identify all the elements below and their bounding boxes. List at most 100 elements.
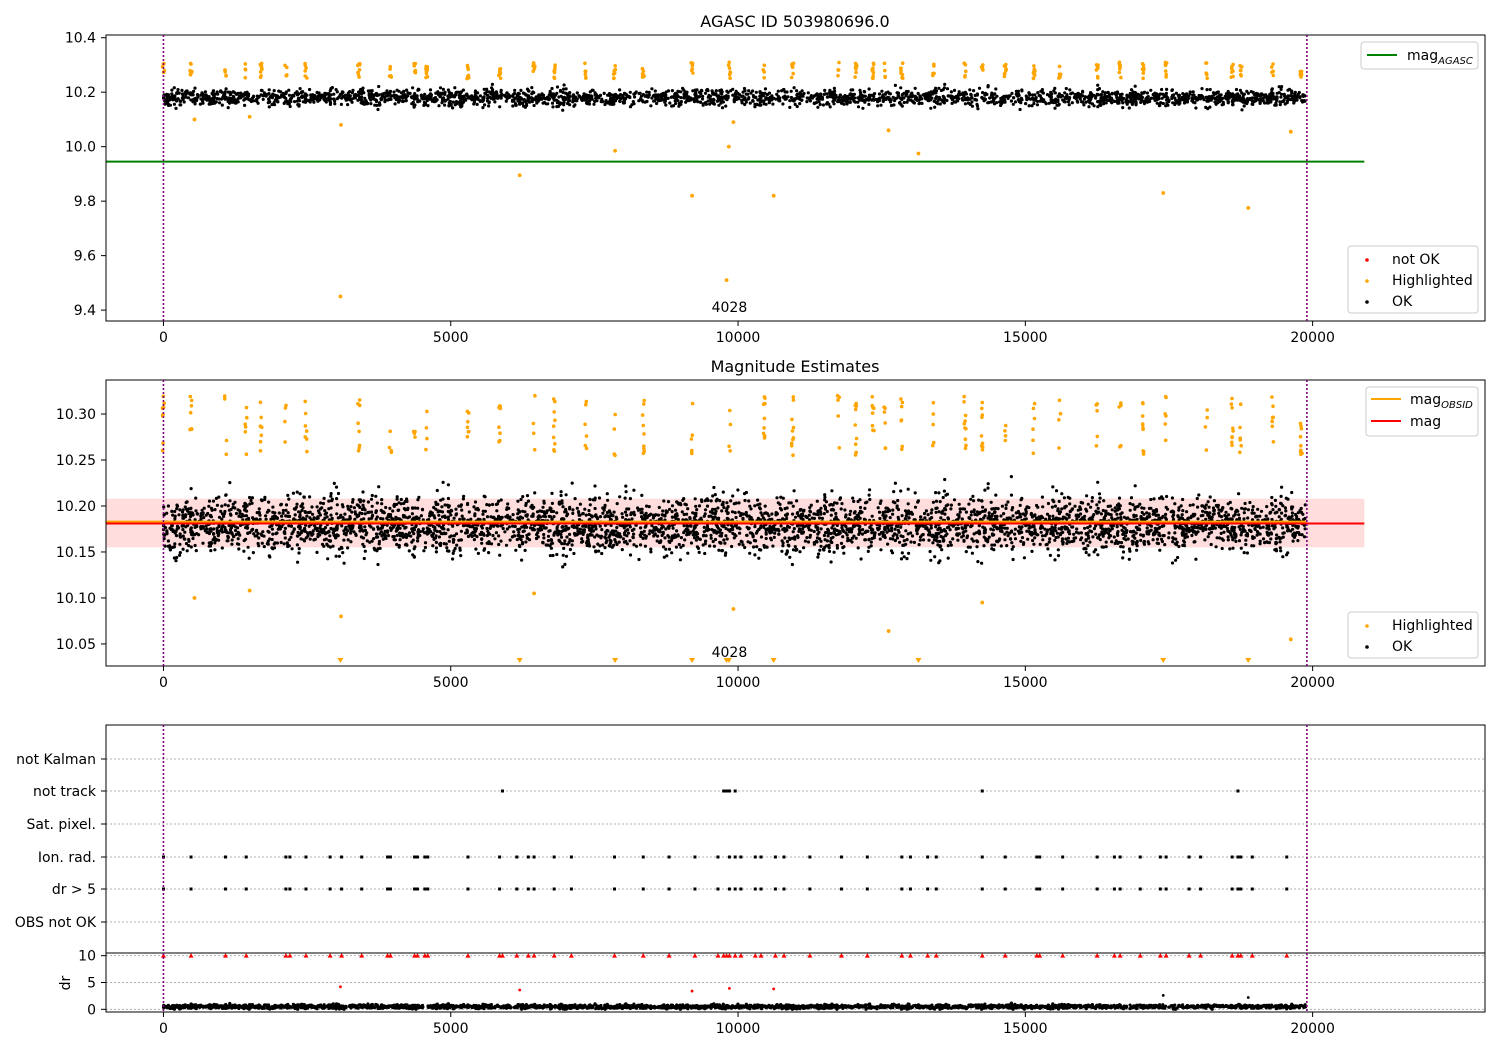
agasc-highlighted-point bbox=[1239, 74, 1243, 78]
estimates-ok-point bbox=[493, 537, 497, 541]
agasc-ok-point bbox=[858, 94, 862, 98]
agasc-ok-point bbox=[798, 102, 802, 106]
agasc-ok-point bbox=[1286, 88, 1290, 92]
agasc-highlighted-point bbox=[690, 61, 695, 66]
agasc-ok-point bbox=[295, 90, 299, 94]
observation-label: 4028 bbox=[712, 300, 748, 316]
estimates-ok-point bbox=[981, 505, 985, 509]
agasc-highlighted-point bbox=[932, 71, 936, 76]
agasc-highlighted-point bbox=[425, 65, 430, 69]
agasc-ok-point bbox=[1245, 99, 1250, 103]
estimates-ok-point bbox=[592, 545, 596, 549]
estimates-ok-point bbox=[858, 505, 863, 510]
estimates-ok-point bbox=[854, 536, 858, 540]
agasc-ok-point bbox=[704, 101, 708, 105]
agasc-ok-point bbox=[328, 99, 332, 103]
agasc-ok-point bbox=[201, 101, 205, 105]
agasc-ok-point bbox=[653, 89, 657, 93]
agasc-ok-point bbox=[464, 98, 468, 102]
agasc-ok-point bbox=[929, 106, 933, 110]
agasc-ok-point bbox=[1205, 95, 1209, 99]
estimates-ok-point bbox=[1250, 524, 1254, 528]
agasc-ok-point bbox=[525, 103, 529, 108]
agasc-ok-point bbox=[1243, 101, 1247, 105]
agasc-ok-point bbox=[1101, 90, 1105, 94]
agasc-ok-point bbox=[1301, 93, 1305, 97]
agasc-ok-point bbox=[608, 92, 612, 96]
estimates-ok-point bbox=[1166, 507, 1170, 511]
agasc-ok-point bbox=[498, 105, 502, 109]
agasc-highlighted-point bbox=[1096, 66, 1100, 70]
agasc-highlighted-point bbox=[613, 64, 617, 68]
agasc-ok-point bbox=[638, 91, 642, 95]
agasc-ok-point bbox=[1214, 102, 1218, 106]
agasc-ok-point bbox=[346, 91, 350, 95]
agasc-ok-point bbox=[1008, 94, 1012, 98]
estimates-ok-point bbox=[1170, 496, 1174, 500]
agasc-ok-point bbox=[1030, 104, 1034, 108]
agasc-ok-point bbox=[592, 102, 596, 106]
estimates-ok-point bbox=[986, 482, 990, 486]
estimates-ok-point bbox=[335, 512, 339, 516]
agasc-ok-point bbox=[1002, 96, 1007, 100]
estimates-ok-point bbox=[860, 532, 865, 536]
agasc-highlighted-point bbox=[726, 144, 731, 149]
agasc-ok-point bbox=[308, 87, 312, 92]
estimates-ok-point bbox=[795, 499, 799, 503]
agasc-ok-point bbox=[1031, 93, 1035, 97]
agasc-ok-point bbox=[796, 92, 800, 96]
estimates-ok-point bbox=[446, 528, 450, 532]
estimates-ok-point bbox=[931, 500, 936, 504]
estimates-ok-point bbox=[267, 530, 271, 534]
estimates-panel-title: Magnitude Estimates bbox=[711, 357, 880, 376]
estimates-ok-point bbox=[1053, 558, 1057, 562]
estimates-ok-point bbox=[941, 495, 945, 500]
agasc-highlighted-point bbox=[413, 70, 418, 75]
agasc-ok-point bbox=[1045, 93, 1050, 97]
agasc-ok-point bbox=[441, 87, 445, 91]
estimates-ok-point bbox=[1245, 551, 1249, 555]
agasc-ok-point bbox=[975, 102, 979, 106]
agasc-ok-point bbox=[581, 96, 585, 100]
agasc-ok-point bbox=[949, 90, 954, 94]
agasc-ok-point bbox=[757, 103, 762, 107]
estimates-ok-point bbox=[1097, 492, 1102, 496]
agasc-ok-point bbox=[1291, 97, 1295, 101]
estimates-ok-point bbox=[771, 544, 775, 548]
estimates-ok-point bbox=[325, 542, 329, 546]
estimates-ok-point bbox=[772, 535, 776, 540]
agasc-ok-point bbox=[799, 94, 803, 98]
estimates-ok-point bbox=[773, 531, 777, 535]
agasc-ok-point bbox=[593, 99, 597, 103]
estimates-ok-point bbox=[550, 491, 554, 495]
agasc-ok-point bbox=[483, 103, 487, 107]
agasc-ok-point bbox=[1234, 87, 1239, 92]
agasc-ok-point bbox=[487, 104, 491, 108]
agasc-ok-point bbox=[335, 90, 339, 94]
estimates-ok-point bbox=[1018, 503, 1022, 507]
estimates-ok-point bbox=[846, 539, 850, 543]
agasc-ok-point bbox=[879, 103, 883, 107]
agasc-highlighted-point bbox=[771, 193, 776, 198]
agasc-ok-point bbox=[1200, 95, 1204, 99]
agasc-ok-point bbox=[852, 96, 856, 100]
estimates-ok-point bbox=[1220, 537, 1224, 541]
estimates-ok-point bbox=[305, 514, 309, 518]
agasc-ok-point bbox=[1128, 91, 1132, 96]
agasc-ok-point bbox=[1240, 91, 1244, 95]
agasc-ok-point bbox=[272, 103, 277, 107]
estimates-ok-point bbox=[924, 509, 929, 513]
estimates-ok-point bbox=[879, 548, 883, 552]
agasc-ok-point bbox=[1122, 96, 1126, 101]
estimates-ok-point bbox=[1089, 505, 1093, 509]
agasc-ok-point bbox=[1279, 95, 1283, 99]
agasc-ok-point bbox=[942, 100, 946, 104]
agasc-ok-point bbox=[453, 86, 457, 90]
agasc-ok-point bbox=[1230, 99, 1234, 103]
agasc-ok-point bbox=[917, 102, 921, 106]
agasc-ok-point bbox=[862, 89, 866, 94]
agasc-ytick-label: 9.8 bbox=[74, 194, 96, 210]
agasc-ok-point bbox=[807, 97, 811, 101]
agasc-ok-point bbox=[695, 98, 699, 102]
agasc-highlighted-point bbox=[584, 76, 588, 80]
